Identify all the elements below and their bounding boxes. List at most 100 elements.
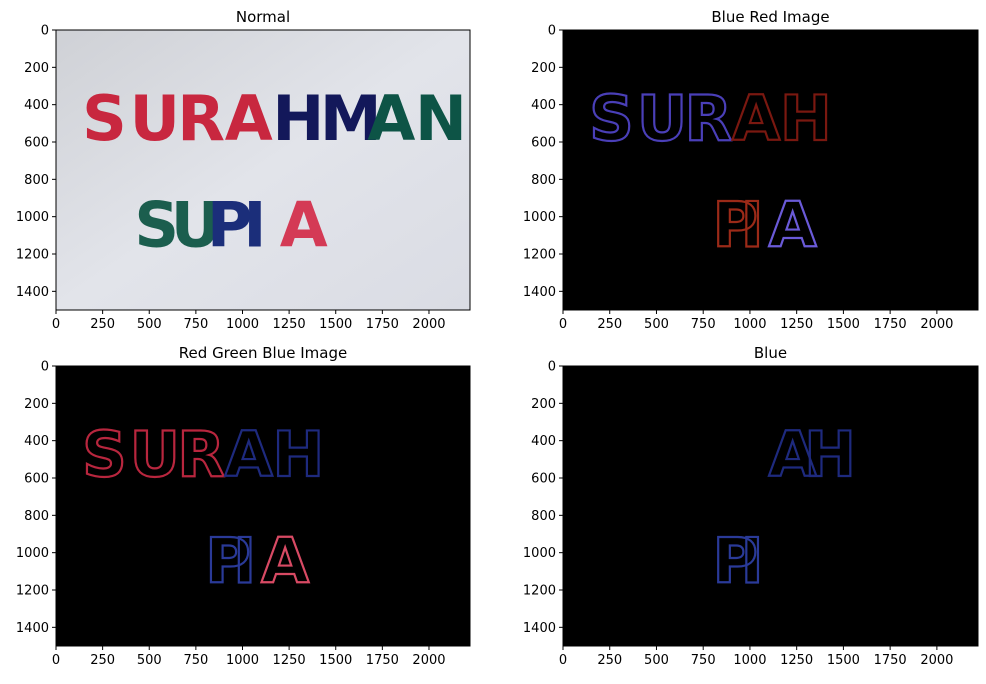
paper-texture: [56, 30, 470, 310]
y-tick-label: 0: [548, 360, 556, 375]
x-tick-label: 250: [597, 317, 622, 332]
y-tick-label: 600: [24, 136, 49, 151]
letter-i: I: [243, 189, 266, 262]
y-tick-label: 800: [24, 173, 49, 188]
x-tick-label: 500: [137, 653, 162, 668]
y-tick-label: 1400: [523, 285, 556, 300]
y-tick-label: 1000: [523, 210, 556, 225]
letter-u: U: [130, 418, 180, 491]
y-tick-label: 1000: [523, 546, 556, 561]
letter-r: R: [177, 418, 225, 491]
y-tick-label: 200: [24, 397, 49, 412]
x-tick-label: 1250: [780, 317, 813, 332]
x-tick-label: 1250: [273, 317, 306, 332]
subplot-title: Normal: [236, 8, 290, 26]
x-tick-label: 1000: [226, 317, 259, 332]
x-tick-label: 0: [52, 653, 60, 668]
y-tick-label: 800: [24, 509, 49, 524]
letter-a: A: [261, 525, 309, 598]
y-tick-label: 600: [24, 472, 49, 487]
y-tick-label: 1400: [523, 621, 556, 636]
letter-p: P: [207, 189, 252, 262]
letter-u: U: [637, 82, 687, 155]
x-tick-label: 750: [691, 317, 716, 332]
x-tick-label: 1000: [733, 653, 766, 668]
x-tick-label: 1000: [226, 653, 259, 668]
axes-frame: [562, 365, 979, 647]
axes-frame: [55, 29, 471, 311]
letter-a: A: [280, 189, 328, 262]
y-tick-label: 0: [41, 360, 49, 375]
x-tick-label: 250: [597, 653, 622, 668]
letter-s: S: [82, 82, 127, 155]
image-area: [563, 30, 978, 310]
letter-a: A: [225, 418, 273, 491]
subplot-title: Red Green Blue Image: [179, 344, 347, 362]
letter-s: S: [134, 189, 179, 262]
subplot-title: Blue: [754, 344, 787, 362]
letter-a: A: [367, 82, 415, 155]
x-tick-label: 1500: [827, 317, 860, 332]
x-tick-label: 0: [559, 653, 567, 668]
letter-m: M: [320, 82, 382, 155]
letter-p: P: [713, 189, 758, 262]
letter-a: A: [769, 189, 817, 262]
x-tick-label: 750: [183, 317, 208, 332]
y-tick-label: 1200: [16, 584, 49, 599]
y-tick-label: 200: [24, 61, 49, 76]
letter-p: P: [205, 525, 250, 598]
x-tick-label: 1500: [319, 317, 352, 332]
image-area: [56, 366, 470, 646]
handwritten-text: S UR A HPI A: [81, 417, 325, 599]
axes-frame: [562, 29, 979, 311]
letter-r: R: [177, 82, 225, 155]
x-tick-label: 250: [90, 653, 115, 668]
y-tick-label: 1200: [16, 248, 49, 263]
x-tick-label: 1750: [874, 317, 907, 332]
letter-p: P: [713, 525, 758, 598]
y-tick-label: 200: [531, 61, 556, 76]
y-tick-label: 1200: [523, 584, 556, 599]
x-tick-label: 1250: [273, 653, 306, 668]
letter-s: S: [589, 82, 634, 155]
letter-h: H: [272, 418, 324, 491]
y-tick-label: 1400: [16, 621, 49, 636]
letter-i: I: [741, 189, 764, 262]
letter-h: H: [780, 82, 832, 155]
x-tick-label: 2000: [920, 317, 953, 332]
letter-i: I: [741, 525, 764, 598]
y-tick-label: 200: [531, 397, 556, 412]
letter-a: A: [225, 82, 273, 155]
y-tick-label: 1000: [16, 210, 49, 225]
x-tick-label: 1750: [874, 653, 907, 668]
y-tick-label: 400: [24, 434, 49, 449]
y-tick-label: 1000: [16, 546, 49, 561]
x-tick-label: 2000: [412, 653, 445, 668]
y-tick-label: 800: [531, 509, 556, 524]
axes-frame: [55, 365, 471, 647]
y-tick-label: 400: [531, 98, 556, 113]
letter-h: H: [804, 418, 856, 491]
x-tick-label: 500: [644, 653, 669, 668]
y-tick-label: 800: [531, 173, 556, 188]
letter-u: U: [130, 82, 180, 155]
x-tick-label: 1500: [319, 653, 352, 668]
x-tick-label: 1500: [827, 653, 860, 668]
x-tick-label: 2000: [920, 653, 953, 668]
subplot-title: Blue Red Image: [711, 8, 829, 26]
letter-a: A: [769, 418, 817, 491]
x-tick-label: 1250: [780, 653, 813, 668]
handwritten-text: S UR A HPI A: [588, 81, 833, 263]
letter-n: N: [415, 82, 467, 155]
x-tick-label: 500: [137, 317, 162, 332]
x-tick-label: 750: [691, 653, 716, 668]
image-area: [563, 366, 978, 646]
subplot-3: S UR A HPI A 0 250 500 750 1000 1250 1500 1750 2000 0 2…: [16, 344, 471, 668]
letter-r: R: [685, 82, 733, 155]
y-tick-label: 0: [41, 24, 49, 39]
y-tick-label: 600: [531, 472, 556, 487]
